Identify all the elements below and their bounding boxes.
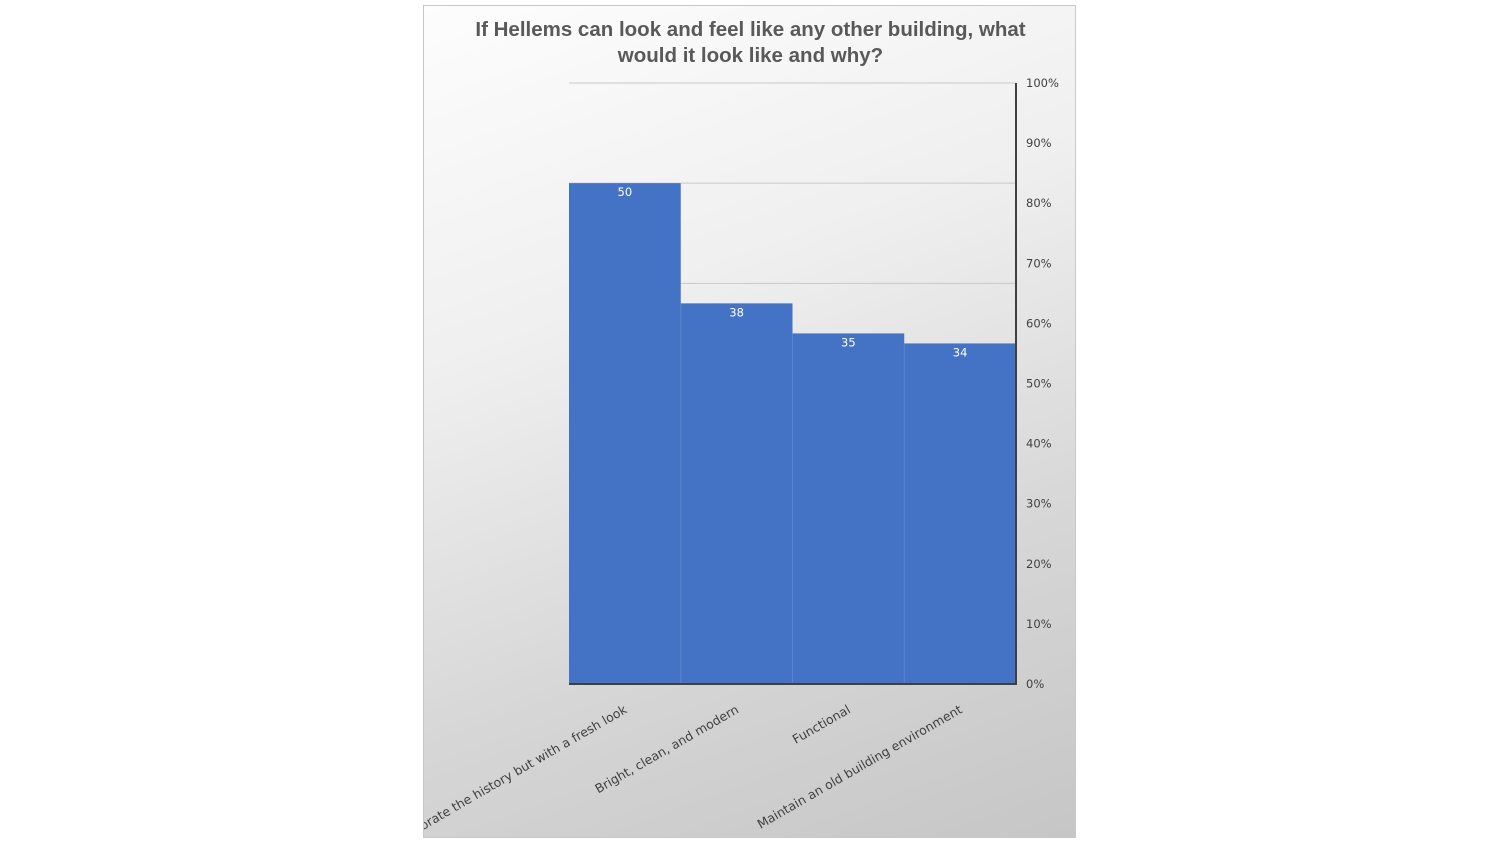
chart-title-line-1: If Hellems can look and feel like any ot… (475, 18, 1026, 41)
y-tick-label: 0% (1026, 677, 1044, 691)
bar (680, 303, 793, 684)
data-label: 34 (953, 345, 968, 359)
bar (569, 183, 681, 684)
data-label: 35 (841, 335, 856, 349)
y-tick-label: 90% (1026, 136, 1052, 150)
y-tick-label: 20% (1026, 557, 1052, 571)
y-tick-label: 10% (1026, 617, 1052, 631)
x-category-label: Functional (790, 702, 853, 747)
chart-title-line-2: would it look like and why? (617, 44, 884, 67)
y-tick-label: 80% (1026, 196, 1052, 210)
y-tick-label: 70% (1026, 256, 1052, 270)
y-tick-label: 40% (1026, 437, 1052, 451)
chart-slide: If Hellems can look and feel like any ot… (423, 5, 1076, 838)
x-category-label: Maintain an old building environment (754, 702, 964, 832)
y-tick-label: 60% (1026, 316, 1052, 330)
chart-title: If Hellems can look and feel like any ot… (424, 17, 1075, 69)
y-tick-label: 50% (1026, 377, 1052, 391)
data-label: 50 (618, 185, 633, 199)
bar-chart-plot: 50 38 35 34 0% 10% 20% 30% 40% 50% 60% 70% 80% 90% 100… (424, 76, 1059, 838)
bar (792, 333, 905, 684)
y-tick-label: 100% (1026, 76, 1059, 90)
y-tick-label: 30% (1026, 497, 1052, 511)
bar (904, 343, 1016, 684)
x-category-label: Celebrate the history but with a fresh l… (424, 701, 630, 838)
data-label: 38 (729, 305, 744, 319)
